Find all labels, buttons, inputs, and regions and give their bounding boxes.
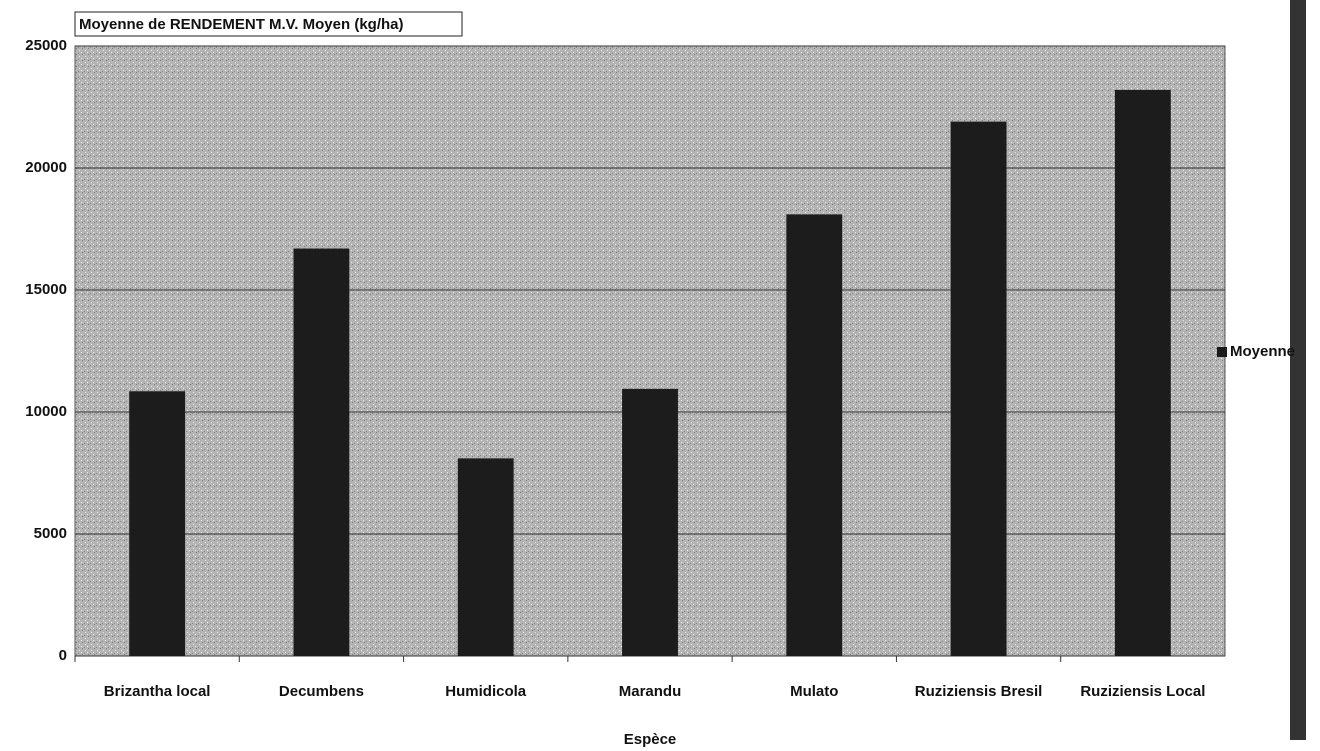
legend-label: Moyenne <box>1230 343 1295 360</box>
bar <box>1114 89 1171 657</box>
scrollbar <box>1290 0 1306 740</box>
legend-swatch <box>1217 347 1227 357</box>
bar <box>457 458 514 656</box>
y-tick-label: 15000 <box>25 281 67 298</box>
title-box <box>74 11 463 37</box>
y-tick-label: 0 <box>59 647 67 664</box>
bar <box>293 248 350 656</box>
x-tick-label: Decumbens <box>279 683 364 700</box>
chart-title: Moyenne de RENDEMENT M.V. Moyen (kg/ha) <box>79 16 404 33</box>
y-tick-label: 5000 <box>34 525 67 542</box>
bar <box>622 388 678 656</box>
x-tick-label: Humidicola <box>445 683 527 700</box>
y-tick-label: 10000 <box>25 403 67 420</box>
x-tick-label: Mulato <box>790 683 838 700</box>
bar <box>786 214 843 657</box>
y-tick-label: 20000 <box>25 159 67 176</box>
x-tick-label: Ruziziensis Local <box>1080 683 1205 700</box>
bar <box>950 121 1007 656</box>
x-axis-label: Espèce <box>624 731 677 748</box>
x-tick-label: Marandu <box>619 683 682 700</box>
x-tick-label: Brizantha local <box>104 683 211 700</box>
bar <box>129 391 186 656</box>
y-tick-label: 25000 <box>25 37 67 54</box>
x-tick-label: Ruziziensis Bresil <box>915 683 1043 700</box>
